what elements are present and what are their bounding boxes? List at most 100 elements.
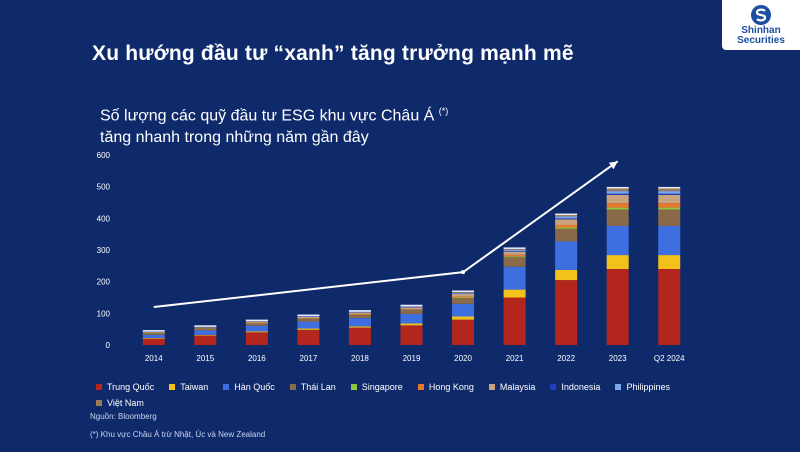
- x-tick-label: 2017: [300, 354, 318, 363]
- chart-legend: Trung Quốc Taiwan Hàn Quốc Thái Lan Singapor…: [96, 380, 736, 410]
- legend-swatch: [223, 384, 230, 390]
- trend-arrow-head: [608, 161, 618, 170]
- page-title: Xu hướng đầu tư “xanh” tăng trưởng mạnh …: [92, 42, 574, 65]
- bar-segment: [658, 203, 681, 208]
- legend-label: Singapore: [361, 382, 403, 392]
- bar-segment: [606, 194, 629, 204]
- bar-segment: [142, 334, 165, 339]
- legend-swatch: [289, 384, 296, 390]
- legend-item: Hàn Quốc: [223, 380, 275, 394]
- legend-swatch: [350, 384, 357, 390]
- bar-segment: [658, 191, 681, 194]
- bar-segment: [245, 331, 268, 333]
- bar-segment: [297, 328, 320, 330]
- subtitle-footnote-marker: (*): [438, 106, 449, 116]
- bar-segment: [658, 225, 681, 256]
- bar-segment: [194, 330, 217, 335]
- bar-segment: [606, 269, 629, 345]
- bar-segment: [658, 255, 681, 269]
- legend-swatch: [96, 384, 102, 390]
- bar-segment: [555, 227, 578, 229]
- bar-segment: [348, 314, 371, 319]
- trend-arrow-line: [153, 160, 619, 308]
- y-tick-label: 400: [97, 214, 111, 223]
- bar-segment: [606, 203, 629, 208]
- y-tick-label: 0: [106, 341, 111, 350]
- bar-segment: [452, 291, 475, 293]
- bar-segment: [142, 332, 165, 333]
- bar-segment: [503, 248, 526, 250]
- bar-segment: [452, 303, 475, 317]
- bar-top-cap: [503, 247, 526, 249]
- y-tick-label: 500: [97, 183, 111, 192]
- bar-segment: [142, 333, 165, 335]
- bar-top-cap: [142, 330, 165, 332]
- shinhan-logo-icon: [751, 5, 771, 25]
- legend-label: Malaysia: [499, 382, 536, 392]
- bar-segment: [245, 322, 268, 324]
- bar-segment: [555, 269, 578, 281]
- bar-segment: [400, 313, 423, 324]
- bar-top-cap: [297, 314, 320, 317]
- bar-segment: [606, 209, 629, 226]
- y-tick-label: 600: [97, 151, 111, 160]
- bar-segment: [142, 338, 165, 339]
- bar-segment: [348, 318, 371, 327]
- bar-segment: [194, 327, 217, 328]
- bar-segment: [245, 321, 268, 323]
- bar-segment: [348, 313, 371, 315]
- bar-segment: [400, 306, 423, 307]
- trend-arrow-joint: [461, 270, 466, 275]
- bar-segment: [452, 296, 475, 298]
- bar-segment: [606, 187, 629, 192]
- bar-segment: [400, 325, 423, 345]
- bar-segment: [503, 249, 526, 251]
- bar-segment: [555, 280, 578, 345]
- bar-segment: [658, 209, 681, 226]
- bar-segment: [142, 338, 165, 345]
- x-tick-label: 2022: [557, 354, 575, 363]
- x-tick-label: 2023: [609, 354, 627, 363]
- bar-segment: [348, 311, 371, 313]
- source-note: Nguồn: Bloomberg: [90, 412, 157, 421]
- x-tick-label: 2019: [403, 354, 421, 363]
- legend-item: Việt Nam: [96, 396, 144, 410]
- bar-top-cap: [245, 319, 268, 322]
- bar-segment: [245, 323, 268, 326]
- legend-swatch: [615, 384, 622, 390]
- bar-segment: [348, 312, 371, 314]
- bar-segment: [658, 187, 681, 192]
- bar-segment: [658, 193, 681, 195]
- bar-segment: [658, 207, 681, 210]
- bar-segment: [452, 319, 475, 345]
- bar-top-cap: [194, 325, 217, 327]
- bar-segment: [503, 257, 526, 267]
- bar-segment: [555, 224, 578, 228]
- bar-segment: [606, 191, 629, 194]
- bar-segment: [555, 219, 578, 225]
- legend-item: Indonesia: [550, 380, 600, 394]
- x-tick-label: 2014: [145, 354, 163, 363]
- legend-label: Hàn Quốc: [234, 382, 275, 392]
- legend-label: Thái Lan: [300, 382, 336, 392]
- legend-item: Singapore: [350, 380, 403, 394]
- chart-subtitle: Số lượng các quỹ đầu tư ESG khu vực Châu…: [100, 100, 620, 149]
- bar-segment: [400, 307, 423, 310]
- bar-segment: [400, 310, 423, 314]
- bar-segment: [555, 228, 578, 242]
- bar-top-cap: [555, 213, 578, 216]
- bar-segment: [503, 297, 526, 345]
- legend-swatch: [169, 384, 176, 390]
- x-tick-label: 2021: [506, 354, 524, 363]
- bar-segment: [452, 294, 475, 297]
- bar-segment: [658, 269, 681, 345]
- bar-top-cap: [658, 186, 681, 189]
- legend-item: Trung Quốc: [96, 380, 154, 394]
- legend-label: Hong Kong: [428, 382, 474, 392]
- legend-swatch: [417, 384, 424, 390]
- bar-segment: [297, 319, 320, 322]
- footnote: (*) Khu vực Châu Á trừ Nhật, Úc và New Z…: [90, 430, 266, 439]
- bar-segment: [297, 321, 320, 329]
- bar-segment: [194, 335, 217, 345]
